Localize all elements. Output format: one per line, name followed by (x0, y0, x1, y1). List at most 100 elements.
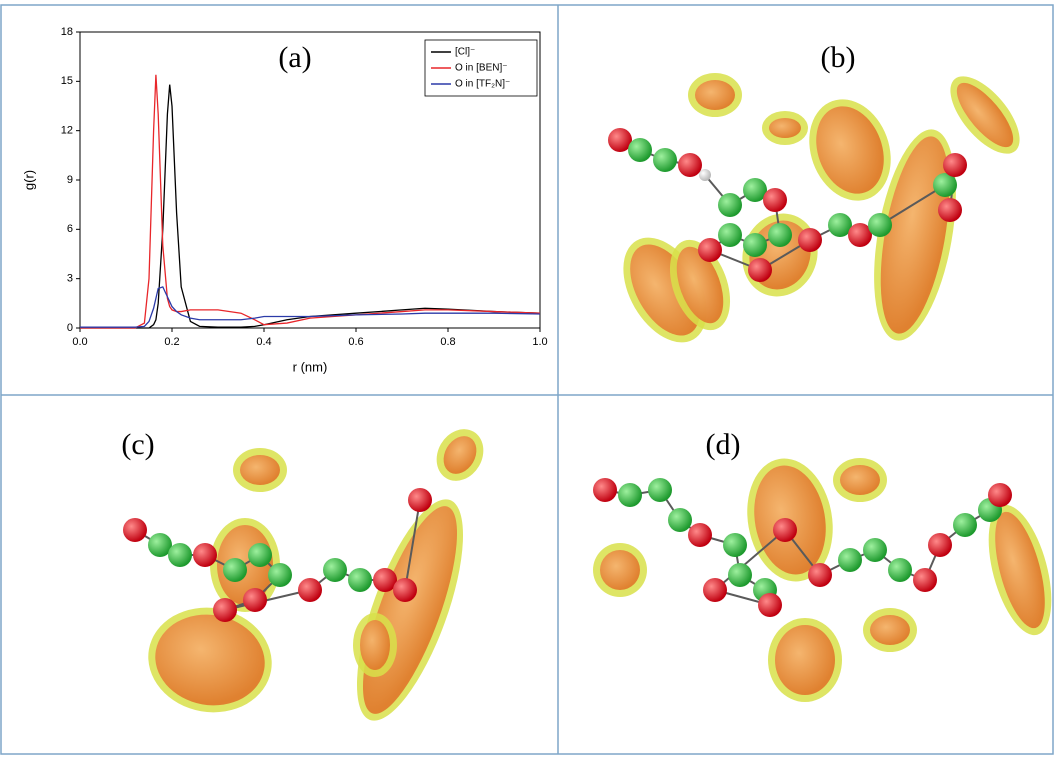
atom (743, 178, 767, 202)
atom (248, 543, 272, 567)
bond (714, 529, 786, 591)
isosurface (870, 615, 910, 645)
atom (943, 153, 967, 177)
chart: (a) r (nm) g(r) 0.0 0.2 0.4 0.6 0.8 1.0 0 3 6 9 12… (21, 26, 547, 375)
atom (168, 543, 192, 567)
isosurface (360, 620, 390, 670)
atom (243, 588, 267, 612)
atom (688, 523, 712, 547)
atom (933, 173, 957, 197)
atom (928, 533, 952, 557)
atom (699, 169, 711, 181)
isosurface (775, 625, 835, 695)
x-tick-label: 0.8 (440, 336, 455, 348)
atom (718, 193, 742, 217)
y-tick-label: 9 (67, 174, 73, 186)
isosurface (443, 436, 477, 474)
y-tick-label: 15 (61, 75, 73, 87)
atom (323, 558, 347, 582)
legend-label: O in [TF₂N]⁻ (455, 79, 510, 90)
atom (848, 223, 872, 247)
atom (723, 533, 747, 557)
bond (224, 589, 311, 611)
panel-label: (b) (821, 41, 856, 74)
atom (213, 598, 237, 622)
isosurface (155, 614, 265, 706)
atom (863, 538, 887, 562)
x-tick-label: 0.2 (164, 336, 179, 348)
atom (653, 148, 677, 172)
isosurface (769, 118, 801, 138)
panel-label: (a) (278, 41, 311, 74)
atom (593, 478, 617, 502)
atom (913, 568, 937, 592)
atom (728, 563, 752, 587)
atom (373, 568, 397, 592)
atom (393, 578, 417, 602)
isosurface (880, 136, 950, 334)
panel-label: (d) (706, 428, 741, 461)
atom (808, 563, 832, 587)
atom (988, 483, 1012, 507)
panel-label: (c) (121, 428, 154, 461)
atom (953, 513, 977, 537)
atom (938, 198, 962, 222)
atom (828, 213, 852, 237)
y-tick-label: 18 (61, 26, 73, 38)
y-tick-label: 3 (67, 273, 73, 285)
isosurface (956, 82, 1014, 148)
atom (888, 558, 912, 582)
legend-label: O in [BEN]⁻ (455, 63, 508, 74)
atom (348, 568, 372, 592)
x-tick-label: 0.0 (72, 336, 87, 348)
legend-label: [Cl]⁻ (455, 47, 475, 58)
atom (758, 593, 782, 617)
atom (123, 518, 147, 542)
atom (678, 153, 702, 177)
atom (668, 508, 692, 532)
y-tick-label: 0 (67, 322, 73, 334)
isosurface (600, 550, 640, 590)
y-tick-label: 12 (61, 125, 73, 137)
bond (879, 184, 946, 226)
atom (298, 578, 322, 602)
atom (718, 223, 742, 247)
atom (703, 578, 727, 602)
isosurface (816, 106, 884, 194)
isosurface (695, 80, 735, 110)
y-axis-label: g(r) (21, 170, 36, 190)
atom (838, 548, 862, 572)
bond (404, 499, 421, 591)
atom (608, 128, 632, 152)
atom (618, 483, 642, 507)
x-axis-label: r (nm) (293, 359, 328, 374)
atom (743, 233, 767, 257)
data-line (80, 74, 541, 329)
atom (628, 138, 652, 162)
data-line (80, 84, 541, 329)
frame (0, 4, 1054, 755)
x-tick-label: 1.0 (532, 336, 547, 348)
isosurface (995, 511, 1045, 629)
atom (763, 188, 787, 212)
x-tick-label: 0.6 (348, 336, 363, 348)
y-tick-label: 6 (67, 223, 73, 235)
atom (268, 563, 292, 587)
atom (773, 518, 797, 542)
atom (798, 228, 822, 252)
atom (868, 213, 892, 237)
isosurface (676, 246, 724, 324)
atom (193, 543, 217, 567)
data-line (80, 286, 541, 328)
x-tick-label: 0.4 (256, 336, 271, 348)
illustrations (123, 73, 1052, 721)
atom (408, 488, 432, 512)
isosurface (240, 455, 280, 485)
atom (748, 258, 772, 282)
atom (698, 238, 722, 262)
atom (148, 533, 172, 557)
atom (223, 558, 247, 582)
atom (648, 478, 672, 502)
atom (768, 223, 792, 247)
